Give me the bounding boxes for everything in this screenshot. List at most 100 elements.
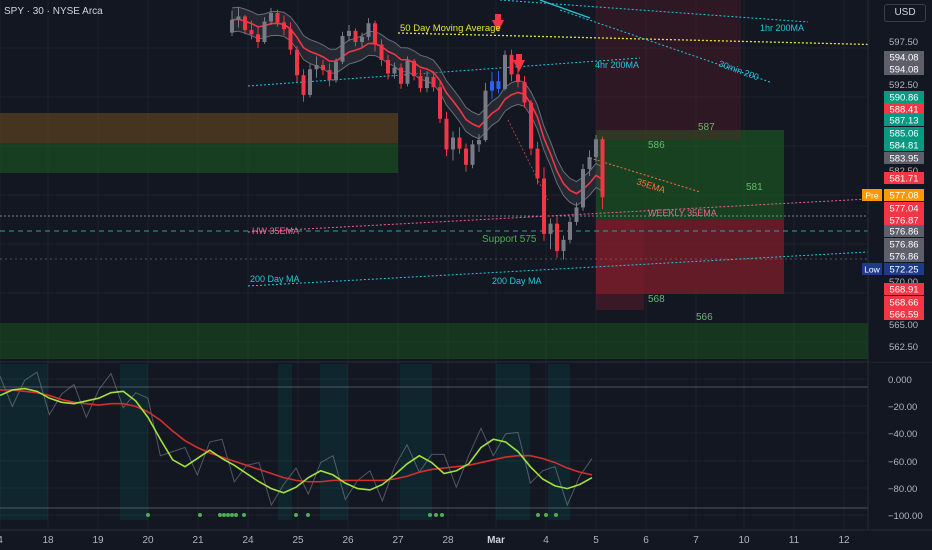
candle	[269, 13, 273, 22]
x-tick-label: Mar	[487, 535, 505, 546]
label-568: 568	[648, 294, 665, 305]
candle	[399, 68, 403, 84]
symbol-title: SPY · 30 · NYSE Arca	[4, 6, 103, 17]
x-tick-label: 10	[738, 535, 750, 546]
upper-red-zone	[596, 0, 741, 140]
osc-tick-label: −100.00	[888, 511, 923, 522]
candle	[575, 207, 579, 221]
candle	[250, 30, 254, 34]
x-tick-label: 7	[693, 535, 699, 546]
price-label: 587.13	[889, 116, 918, 127]
x-tick-label: 6	[643, 535, 649, 546]
candle	[542, 178, 546, 233]
candle	[360, 37, 364, 42]
candle	[256, 34, 260, 42]
price-label: 568.66	[889, 298, 918, 309]
x-tick-label: 27	[392, 535, 404, 546]
label-ma1h: 1hr 200MA	[760, 23, 804, 33]
arrow-down-2-stem	[516, 54, 522, 61]
osc-signal-dot	[242, 513, 246, 517]
candle	[458, 138, 462, 149]
candle	[419, 76, 423, 88]
green-zone	[0, 143, 398, 173]
label-586: 586	[648, 140, 665, 151]
label-566: 566	[696, 312, 713, 323]
candle	[328, 70, 332, 80]
candle	[536, 149, 540, 179]
candle	[289, 29, 293, 49]
arrow-down-1-stem	[495, 14, 501, 21]
x-tick-label: 28	[442, 535, 454, 546]
candle	[568, 222, 572, 240]
currency-button[interactable]: USD	[884, 4, 926, 22]
candle	[549, 224, 553, 234]
candle	[263, 22, 267, 42]
candle	[334, 62, 338, 81]
x-tick-label: 24	[242, 535, 254, 546]
price-label: 576.86	[889, 240, 918, 251]
candle	[321, 65, 325, 70]
osc-signal-dot	[536, 513, 540, 517]
osc-tick-label: −20.00	[888, 402, 917, 413]
osc-signal-dot	[218, 513, 222, 517]
candle	[373, 23, 377, 44]
osc-tick-label: −80.00	[888, 484, 917, 495]
candle	[432, 77, 436, 87]
candle	[503, 55, 507, 89]
candle	[347, 31, 351, 36]
osc-signal-dot	[428, 513, 432, 517]
osc-signal-dot	[306, 513, 310, 517]
candle	[406, 61, 410, 84]
osc-signal-dot	[222, 513, 226, 517]
candle	[516, 74, 520, 82]
price-label: 590.86	[889, 93, 918, 104]
candle	[425, 77, 429, 88]
y-tick-label: 562.50	[889, 342, 918, 353]
x-tick-label: 4	[0, 535, 3, 546]
price-label: 584.81	[889, 141, 918, 152]
candle	[230, 20, 234, 33]
candle	[529, 103, 533, 149]
price-label: 577.04	[889, 204, 918, 215]
price-label: 581.71	[889, 174, 918, 185]
candle	[510, 55, 514, 75]
candle	[484, 91, 488, 140]
candle	[315, 65, 319, 69]
price-label: 576.86	[889, 252, 918, 263]
candle	[367, 23, 371, 37]
price-label: 572.25	[889, 265, 918, 276]
candle	[380, 45, 384, 60]
candle	[588, 157, 592, 169]
label-ma50: 50 Day Moving Average	[400, 23, 501, 34]
bottom-green-zone	[0, 323, 868, 359]
y-tick-label: 565.00	[889, 320, 918, 331]
candle	[594, 139, 598, 157]
candle	[237, 16, 241, 19]
osc-tick-label: −40.00	[888, 429, 917, 440]
price-label: 588.41	[889, 105, 918, 116]
x-tick-label: 12	[838, 535, 850, 546]
osc-signal-dot	[234, 513, 238, 517]
price-label: 568.91	[889, 285, 918, 296]
candle	[581, 169, 585, 207]
x-tick-label: 18	[42, 535, 54, 546]
candle	[282, 22, 286, 29]
y-tick-label: 592.50	[889, 80, 918, 91]
candle	[471, 144, 475, 164]
candle	[497, 81, 501, 89]
candle	[295, 50, 299, 76]
price-tag: Pre	[865, 191, 879, 201]
osc-signal-dot	[544, 513, 548, 517]
x-tick-label: 20	[142, 535, 154, 546]
candle	[523, 82, 527, 102]
candle	[302, 75, 306, 95]
price-label: 583.95	[889, 154, 918, 165]
osc-signal-dot	[554, 513, 558, 517]
price-label: 585.06	[889, 129, 918, 140]
x-tick-label: 19	[92, 535, 104, 546]
candle	[276, 13, 280, 22]
label-ma4h: 4hr 200MA	[595, 60, 639, 70]
candle	[243, 16, 247, 30]
price-label: 577.08	[889, 191, 918, 202]
